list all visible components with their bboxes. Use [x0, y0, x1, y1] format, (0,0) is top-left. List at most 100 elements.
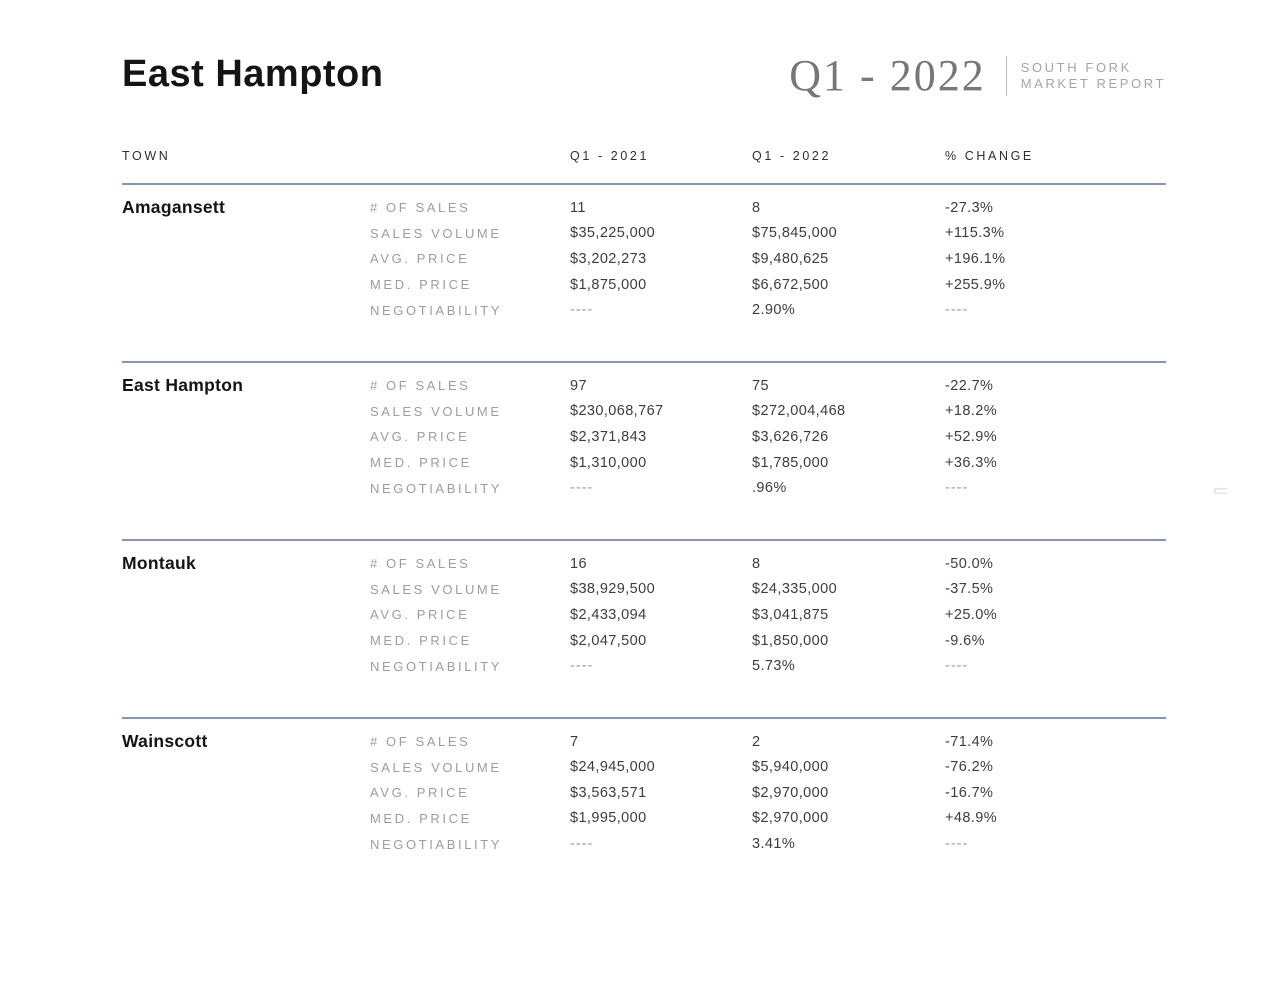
metric-row: Wainscott # OF SALES 7 2 -71.4%	[122, 729, 1166, 755]
q1-2021-value: $38,929,500	[570, 581, 656, 598]
metric-row: AVG. PRICE $2,433,094 $3,041,875 +25.0%	[122, 602, 1166, 628]
metric-row: Amagansett # OF SALES 11 8 -27.3%	[122, 195, 1166, 221]
pct-change-value: -50.0%	[945, 555, 994, 572]
report-label-line1: SOUTH FORK	[1020, 60, 1132, 75]
q1-2022-value: $272,004,468	[752, 403, 846, 420]
q1-2022-value: $5,940,000	[752, 759, 829, 776]
q1-2022-value: $9,480,625	[752, 250, 829, 267]
town-section-montauk: Montauk # OF SALES 16 8 -50.0% SALES VOL…	[122, 538, 1166, 717]
q1-2021-value: $35,225,000	[570, 225, 656, 242]
q1-2021-value: $24,945,000	[570, 759, 656, 776]
metric-label: SALES VOLUME	[370, 403, 502, 419]
pct-change-value: -27.3%	[945, 199, 994, 216]
metric-label: SALES VOLUME	[370, 759, 502, 775]
metric-row: NEGOTIABILITY ---- 3.41% ----	[122, 831, 1166, 857]
metric-row: AVG. PRICE $2,371,843 $3,626,726 +52.9%	[122, 424, 1166, 450]
metric-label: SALES VOLUME	[370, 225, 502, 241]
q1-2022-value: $2,970,000	[752, 784, 829, 801]
q1-2022-value: $1,785,000	[752, 454, 829, 471]
metric-row: SALES VOLUME $35,225,000 $75,845,000 +11…	[122, 221, 1166, 247]
metric-label: # OF SALES	[370, 200, 471, 216]
metric-row: NEGOTIABILITY ---- 5.73% ----	[122, 653, 1166, 679]
pct-change-value: -37.5%	[945, 581, 994, 598]
metric-row: AVG. PRICE $3,563,571 $2,970,000 -16.7%	[122, 780, 1166, 806]
column-header-pct-change: % CHANGE	[945, 149, 1034, 163]
q1-2021-value: $230,068,767	[570, 403, 664, 420]
metric-row: MED. PRICE $2,047,500 $1,850,000 -9.6%	[122, 628, 1166, 654]
pct-change-value: ----	[945, 480, 969, 497]
column-header-town: TOWN	[122, 149, 171, 163]
q1-2022-value: $6,672,500	[752, 276, 829, 293]
report-page: East Hampton Q1 - 2022 SOUTH FORK MARKET…	[122, 54, 1166, 857]
metric-row: MED. PRICE $1,875,000 $6,672,500 +255.9%	[122, 272, 1166, 298]
town-name: Montauk	[122, 553, 197, 574]
metric-row: MED. PRICE $1,310,000 $1,785,000 +36.3%	[122, 450, 1166, 476]
metric-label: AVG. PRICE	[370, 785, 470, 801]
metric-row: AVG. PRICE $3,202,273 $9,480,625 +196.1%	[122, 246, 1166, 272]
metric-label: SALES VOLUME	[370, 581, 502, 597]
q1-2022-value: $75,845,000	[752, 225, 838, 242]
pct-change-value: +18.2%	[945, 403, 997, 420]
q1-2022-value: $2,970,000	[752, 810, 829, 827]
q1-2022-value: 2	[752, 733, 761, 750]
pct-change-value: +255.9%	[945, 276, 1006, 293]
town-name: East Hampton	[122, 375, 244, 396]
metric-label: NEGOTIABILITY	[370, 302, 503, 318]
metric-row: SALES VOLUME $24,945,000 $5,940,000 -76.…	[122, 755, 1166, 781]
report-quarter: Q1 - 2022	[789, 51, 986, 100]
pct-change-value: +48.9%	[945, 810, 997, 827]
town-name: Amagansett	[122, 197, 226, 218]
report-label-line2: MARKET REPORT	[1020, 76, 1166, 91]
pct-change-value: +52.9%	[945, 428, 997, 445]
q1-2021-value: $2,433,094	[570, 606, 647, 623]
q1-2021-value: 7	[570, 733, 579, 750]
q1-2021-value: 97	[570, 377, 587, 394]
q1-2021-value: ----	[570, 480, 594, 497]
q1-2022-value: 2.90%	[752, 302, 796, 319]
pct-change-value: ----	[945, 302, 969, 319]
town-section-amagansett: Amagansett # OF SALES 11 8 -27.3% SALES …	[122, 185, 1166, 361]
q1-2022-value: 3.41%	[752, 836, 796, 853]
column-header-q1-2022: Q1 - 2022	[752, 149, 831, 163]
q1-2022-value: $3,041,875	[752, 606, 829, 623]
metric-label: MED. PRICE	[370, 455, 472, 471]
town-section-east-hampton: East Hampton # OF SALES 97 75 -22.7% SAL…	[122, 360, 1166, 539]
pct-change-value: ----	[945, 658, 969, 675]
metric-row: MED. PRICE $1,995,000 $2,970,000 +48.9%	[122, 806, 1166, 832]
metric-label: MED. PRICE	[370, 633, 472, 649]
q1-2021-value: $1,995,000	[570, 810, 647, 827]
metric-row: East Hampton # OF SALES 97 75 -22.7%	[122, 373, 1166, 399]
q1-2022-value: .96%	[752, 480, 787, 497]
q1-2021-value: $3,202,273	[570, 250, 647, 267]
pct-change-value: +115.3%	[945, 225, 1005, 242]
metric-label: AVG. PRICE	[370, 429, 470, 445]
q1-2021-value: $2,047,500	[570, 632, 647, 649]
metric-label: # OF SALES	[370, 556, 471, 572]
metric-row: SALES VOLUME $38,929,500 $24,335,000 -37…	[122, 577, 1166, 603]
pct-change-value: ----	[945, 836, 969, 853]
masthead: East Hampton Q1 - 2022 SOUTH FORK MARKET…	[122, 54, 1166, 98]
pct-change-value: -71.4%	[945, 733, 994, 750]
q1-2021-value: $1,875,000	[570, 276, 647, 293]
pct-change-value: -22.7%	[945, 377, 994, 394]
metric-label: AVG. PRICE	[370, 607, 470, 623]
vertical-divider	[1005, 56, 1007, 96]
q1-2021-value: ----	[570, 836, 594, 853]
q1-2021-value: 16	[570, 555, 587, 572]
q1-2021-value: $2,371,843	[570, 428, 647, 445]
q1-2022-value: 75	[752, 377, 769, 394]
metric-row: SALES VOLUME $230,068,767 $272,004,468 +…	[122, 399, 1166, 425]
metric-row: NEGOTIABILITY ---- 2.90% ----	[122, 297, 1166, 323]
metric-label: NEGOTIABILITY	[370, 658, 503, 674]
town-name: Wainscott	[122, 731, 208, 752]
q1-2021-value: $3,563,571	[570, 784, 647, 801]
metric-label: NEGOTIABILITY	[370, 836, 503, 852]
q1-2022-value: 5.73%	[752, 658, 796, 675]
q1-2021-value: $1,310,000	[570, 454, 647, 471]
pct-change-value: +25.0%	[945, 606, 997, 623]
q1-2022-value: $3,626,726	[752, 428, 829, 445]
metric-label: MED. PRICE	[370, 810, 472, 826]
q1-2022-value: 8	[752, 199, 761, 216]
q1-2021-value: ----	[570, 302, 594, 319]
pct-change-value: -76.2%	[945, 759, 994, 776]
